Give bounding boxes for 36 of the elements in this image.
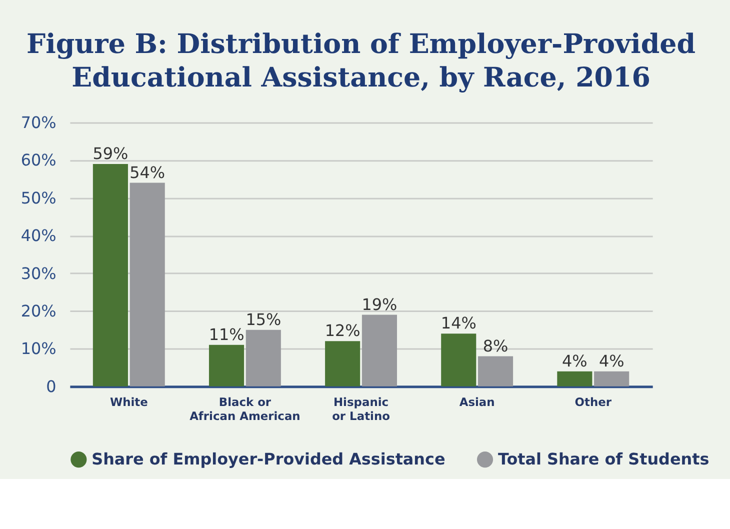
data-label: 54% [130,162,166,182]
y-tick-label: 70% [20,112,56,132]
bar [478,356,514,386]
x-tick-label: Black or African American [190,394,300,423]
y-tick-label: 10% [20,339,56,358]
data-label: 14% [440,314,476,333]
legend-label: Total Share of Students [498,450,710,469]
bar [246,330,281,386]
legend-label: Share of Employer-Provided Assistance [92,450,446,469]
bar [208,344,244,386]
data-label: 19% [362,294,398,314]
y-tick-label: 20% [20,301,56,320]
y-tick-label: 60% [20,150,56,170]
bar [594,371,630,386]
data-label: 4% [598,351,624,370]
data-label: 11% [208,324,244,344]
bar [92,164,128,386]
bar [441,334,476,386]
x-tick-label: White [110,394,148,409]
x-tick-label: Asian [459,394,495,409]
x-tick-label: Other [574,394,612,409]
chart-title: Figure B: Distribution of Employer-Provided Educational Assistance, by Race, 2016 [26,28,696,94]
bar [325,341,360,386]
bar [130,182,165,386]
data-label: 59% [92,144,128,163]
x-tick-label: Hispanic or Latino [332,394,390,423]
y-tick-label: 0 [46,376,56,396]
y-tick-label: 40% [20,226,56,246]
data-label: 15% [246,310,282,329]
bar [557,371,592,386]
data-label: 12% [324,321,360,340]
y-tick-label: 30% [20,264,56,283]
bar [362,314,397,386]
data-label: 8% [482,336,508,356]
y-tick-label: 50% [20,188,56,208]
data-label: 4% [562,351,588,370]
